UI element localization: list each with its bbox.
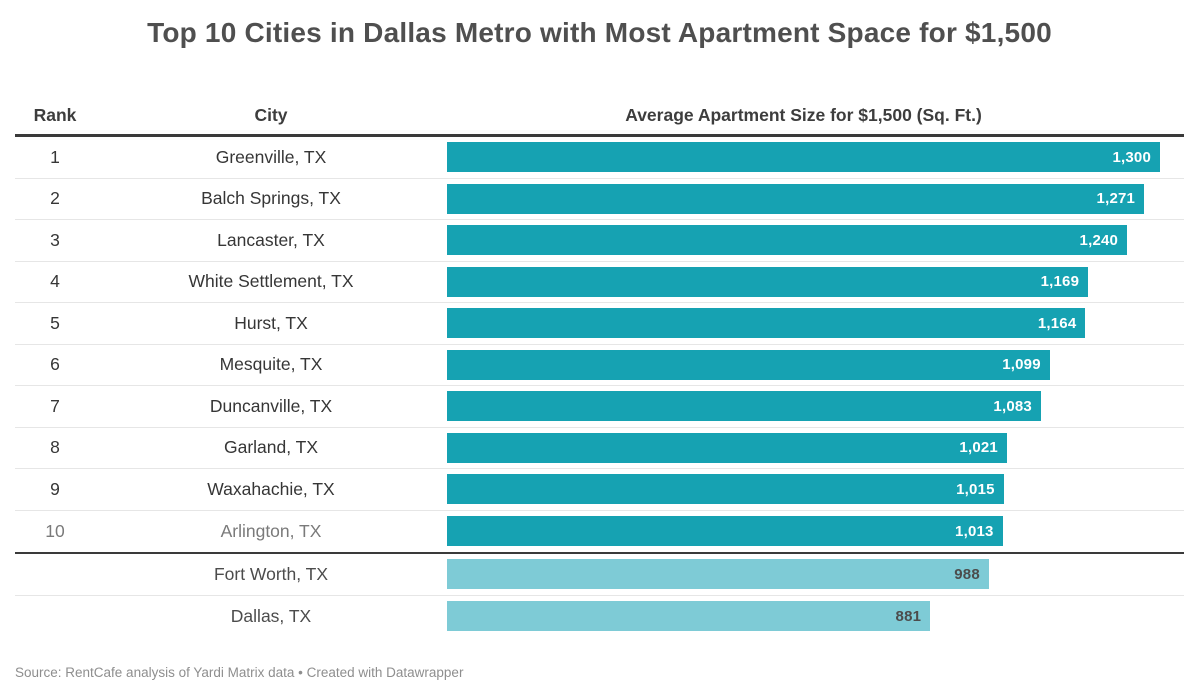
value-bar: 881 [447,601,931,632]
bar-cell: 1,013 [447,516,1184,547]
city-cell: Greenville, TX [215,146,327,167]
table-row: 3 Lancaster, TX 1,240 [15,220,1184,262]
table-row: 1 Greenville, TX 1,300 [15,137,1184,179]
rank-cell: 1 [50,146,60,167]
city-cell: Lancaster, TX [217,229,325,250]
column-header-city: City [254,104,288,125]
rank-cell: 4 [50,271,60,292]
city-cell: Fort Worth, TX [213,563,329,584]
table-row: 4 White Settlement, TX 1,169 [15,262,1184,303]
bar-value-label: 1,013 [955,522,994,540]
value-bar: 1,099 [447,349,1050,380]
bar-cell: 1,015 [447,474,1184,505]
table-body: 1 Greenville, TX 1,300 2 Balch Springs, … [15,137,1184,637]
rank-cell: 7 [50,395,60,416]
bar-value-label: 1,271 [1096,190,1136,208]
source-attribution: Source: RentCafe analysis of Yardi Matri… [15,665,464,680]
value-bar: 1,083 [447,391,1041,422]
bar-value-label: 1,099 [1002,356,1041,374]
rank-cell: 9 [50,478,60,499]
bar-value-label: 1,164 [1037,314,1077,332]
table-row: 8 Garland, TX 1,021 [15,428,1184,469]
value-bar: 1,015 [447,474,1004,505]
column-header-value: Average Apartment Size for $1,500 (Sq. F… [625,104,982,125]
table-row: Fort Worth, TX 988 [15,554,1184,596]
bar-value-label: 1,169 [1040,273,1080,291]
top10-divider [15,552,1184,554]
bar-value-label: 881 [895,607,922,625]
bar-cell: 988 [447,559,1184,590]
bar-cell: 1,271 [447,183,1184,214]
value-bar: 1,013 [447,516,1003,547]
table-row: 6 Mesquite, TX 1,099 [15,345,1184,386]
city-cell: Hurst, TX [234,312,308,333]
value-bar: 1,169 [447,266,1089,297]
rank-cell: 5 [50,312,60,333]
table-row: Dallas, TX 881 [15,596,1184,638]
city-cell: Balch Springs, TX [201,188,341,209]
city-cell: White Settlement, TX [188,271,354,292]
bar-cell: 1,169 [447,266,1184,297]
chart-title: Top 10 Cities in Dallas Metro with Most … [147,17,1052,48]
bar-value-label: 1,015 [956,480,995,498]
bar-value-label: 1,300 [1112,148,1151,166]
table-row: 9 Waxahachie, TX 1,015 [15,469,1184,511]
city-cell: Mesquite, TX [219,354,323,375]
table-header-row: Rank City Average Apartment Size for $1,… [15,96,1184,134]
table-row: 5 Hurst, TX 1,164 [15,303,1184,345]
chart-container: Top 10 Cities in Dallas Metro with Most … [15,17,1184,680]
bar-value-label: 1,083 [993,397,1032,415]
city-cell: Garland, TX [223,437,319,458]
city-cell: Dallas, TX [230,605,312,626]
bar-cell: 1,300 [447,142,1184,173]
header-divider [15,134,1184,137]
bar-cell: 1,021 [447,432,1184,463]
table-row: 7 Duncanville, TX 1,083 [15,386,1184,428]
bar-cell: 881 [447,601,1184,632]
bar-value-label: 988 [954,565,980,583]
rank-cell: 2 [50,188,60,209]
city-cell: Waxahachie, TX [207,478,335,499]
rank-cell: 3 [50,229,60,250]
bar-cell: 1,164 [447,308,1184,339]
value-bar: 1,300 [447,142,1160,173]
bar-cell: 1,240 [447,225,1184,256]
bar-cell: 1,083 [447,391,1184,422]
rank-cell: 10 [45,520,65,541]
column-header-rank: Rank [33,104,77,125]
table-row: 10 Arlington, TX 1,013 [15,511,1184,553]
table-row: 2 Balch Springs, TX 1,271 [15,179,1184,220]
bar-cell: 1,099 [447,349,1184,380]
city-cell: Arlington, TX [220,520,322,541]
bar-value-label: 1,021 [959,439,998,457]
value-bar: 1,021 [447,432,1007,463]
value-bar: 1,240 [447,225,1128,256]
bar-value-label: 1,240 [1079,231,1119,249]
value-bar: 1,164 [447,308,1086,339]
rank-cell: 6 [50,354,60,375]
rank-cell: 8 [50,437,60,458]
value-bar: 988 [447,559,989,590]
value-bar: 1,271 [447,183,1145,214]
city-cell: Duncanville, TX [209,395,333,416]
